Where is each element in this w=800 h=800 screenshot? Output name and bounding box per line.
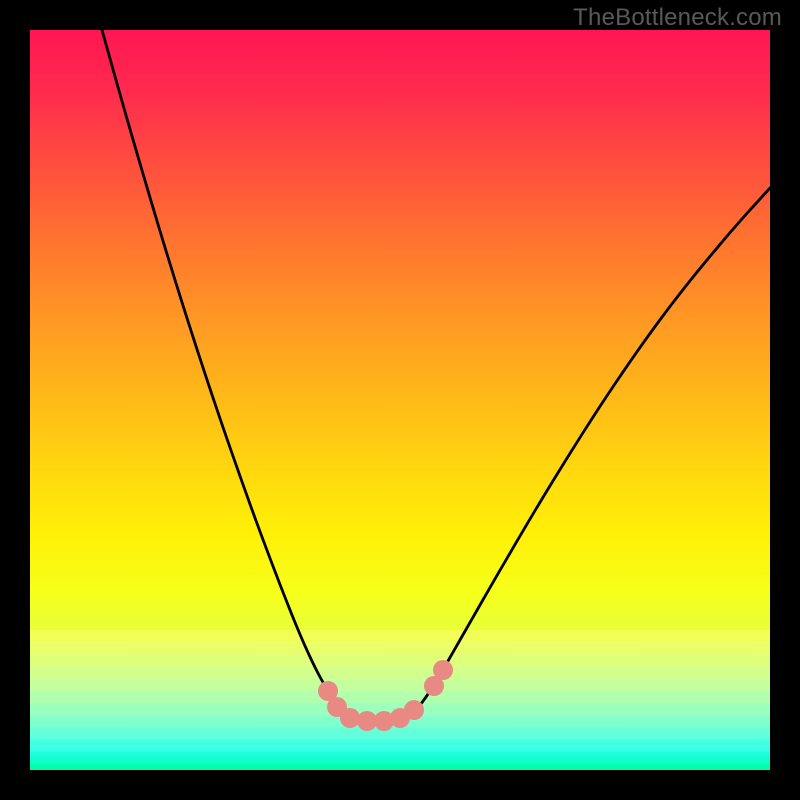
bottom-stripe: [30, 751, 770, 764]
bottom-stripe: [30, 666, 770, 679]
bottom-stripe: [30, 642, 770, 655]
data-point-marker: [340, 708, 360, 728]
bottleneck-chart-svg: [30, 30, 770, 770]
bottom-stripe: [30, 679, 770, 692]
bottom-stripe: [30, 739, 770, 752]
chart-frame: TheBottleneck.com: [0, 0, 800, 800]
bottom-stripe: [30, 727, 770, 740]
bottom-stripe: [30, 630, 770, 643]
data-point-marker: [404, 700, 424, 720]
data-point-marker: [433, 660, 453, 680]
bottom-stripe: [30, 691, 770, 704]
bottom-stripe: [30, 764, 770, 770]
watermark-label: TheBottleneck.com: [573, 4, 782, 32]
plot-area: [30, 30, 770, 770]
bottom-stripe: [30, 654, 770, 667]
